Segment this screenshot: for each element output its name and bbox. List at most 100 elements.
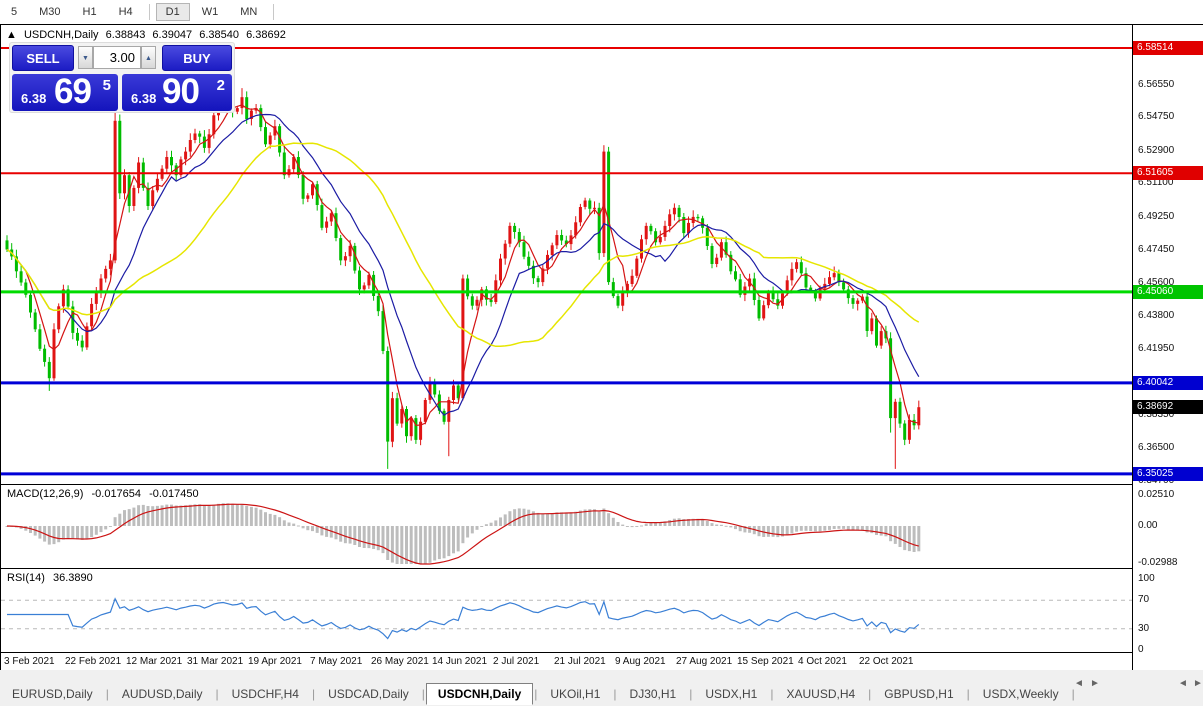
- date-axis-label: 4 Oct 2021: [798, 656, 847, 667]
- date-axis-label: 22 Feb 2021: [65, 656, 122, 667]
- ohlc-low: 6.38540: [199, 29, 239, 41]
- chart-title: ▲ USDCNH,Daily 6.38843 6.39047 6.38540 6…: [6, 29, 290, 41]
- price-chart-pane[interactable]: ▲ USDCNH,Daily 6.38843 6.39047 6.38540 6…: [1, 25, 1132, 484]
- chart-tab-usdchf-h4[interactable]: USDCHF,H4: [231, 686, 299, 701]
- rsi-axis-tick: 100: [1138, 573, 1155, 584]
- tab-separator: |: [868, 686, 872, 701]
- timeframe-button-d1[interactable]: D1: [155, 2, 190, 21]
- macd-main-value: -0.017654: [91, 488, 142, 500]
- timeframe-button-h1[interactable]: H1: [82, 5, 97, 18]
- date-axis-label: 21 Jul 2021: [554, 656, 606, 667]
- price-tag-6.38692: 6.38692: [1133, 400, 1203, 414]
- price-axis-tick: 6.54750: [1138, 111, 1175, 122]
- ma-mid-line: [6, 113, 920, 416]
- bid-price-point: 5: [102, 77, 111, 94]
- candlestick-chart: [1, 47, 1132, 476]
- timeframe-button-mn[interactable]: MN: [240, 5, 258, 18]
- sell-button[interactable]: SELL: [12, 45, 74, 71]
- tab-scroll-left-icon[interactable]: ◄: [1074, 678, 1084, 689]
- timeframe-button-w1[interactable]: W1: [201, 5, 219, 18]
- rsi-label: RSI(14) 36.3890: [7, 572, 98, 584]
- chart-tab-usdcnh-daily[interactable]: USDCNH,Daily: [425, 682, 534, 705]
- chart-tab-usdcad-daily[interactable]: USDCAD,Daily: [328, 686, 409, 701]
- price-tag-6.35025: 6.35025: [1133, 467, 1203, 481]
- rsi-axis-tick: 0: [1138, 644, 1144, 655]
- chart-tab-gbpusd-h1[interactable]: GBPUSD,H1: [884, 686, 954, 701]
- bid-price-box[interactable]: 6.38 69 5: [12, 72, 118, 111]
- price-axis-tick: 6.38350: [1138, 409, 1175, 420]
- ma-fast-line: [6, 104, 919, 427]
- macd-indicator-pane[interactable]: MACD(12,26,9) -0.017654 -0.017450: [1, 484, 1132, 569]
- tab-separator: |: [689, 686, 693, 701]
- tab-separator: |: [966, 686, 970, 701]
- date-axis-label: 26 May 2021: [371, 656, 429, 667]
- one-click-trade-panel: SELL ▼ ▲ BUY 6.38 69 5 6.38 90 2: [9, 42, 235, 113]
- buy-button[interactable]: BUY: [162, 45, 232, 71]
- timeframe-toolbar: 5 M30 H1 H4 D1 W1 MN: [0, 0, 1203, 23]
- rsi-axis-tick: 70: [1138, 594, 1150, 605]
- volume-decrease-button[interactable]: ▼: [78, 46, 93, 69]
- toolbar-separator: [273, 3, 275, 20]
- price-axis-tick: 6.36500: [1138, 442, 1175, 453]
- date-axis-label: 31 Mar 2021: [187, 656, 244, 667]
- tab-separator: |: [1071, 686, 1075, 701]
- rsi-name: RSI(14): [7, 572, 45, 584]
- chart-tabs: EURUSD,Daily | AUDUSD,Daily | USDCHF,H4 | USDC…: [0, 681, 1203, 706]
- date-axis-label: 2 Jul 2021: [493, 656, 540, 667]
- rsi-value: 36.3890: [52, 572, 93, 584]
- date-axis-label: 14 Jun 2021: [432, 656, 488, 667]
- price-tag-6.40042: 6.40042: [1133, 376, 1203, 390]
- ask-price-pips: 90: [162, 72, 200, 111]
- chart-tab-ukoil-h1[interactable]: UKOil,H1: [550, 686, 601, 701]
- chart-tab-audusd-daily[interactable]: AUDUSD,Daily: [121, 686, 203, 701]
- ask-price-point: 2: [216, 77, 225, 94]
- price-axis[interactable]: 6.56550 6.54750 6.52900 6.51100 6.49250 6.474…: [1132, 25, 1203, 670]
- price-tag-6.51605: 6.51605: [1133, 166, 1203, 180]
- rsi-indicator-pane[interactable]: RSI(14) 36.3890: [1, 568, 1132, 653]
- price-axis-tick: 6.52900: [1138, 145, 1175, 156]
- tab-scroll-left2-icon[interactable]: ◄: [1178, 678, 1188, 689]
- macd-signal-value: -0.017450: [149, 488, 199, 500]
- candles-layer: [5, 88, 921, 469]
- chart-tab-dj30-h1[interactable]: DJ30,H1: [629, 686, 677, 701]
- ohlc-high: 6.39047: [152, 29, 193, 41]
- price-axis-tick: 6.47450: [1138, 244, 1175, 255]
- ask-price-major: 6.38: [131, 91, 157, 106]
- price-axis-tick: 6.49250: [1138, 211, 1175, 222]
- tab-scroll-right2-icon[interactable]: ►: [1193, 678, 1203, 689]
- tab-separator: |: [105, 686, 109, 701]
- rsi-line: [7, 597, 920, 640]
- price-axis-tick: 6.56550: [1138, 79, 1175, 90]
- macd-name: MACD(12,26,9): [7, 488, 84, 500]
- chart-symbol: USDCNH,Daily: [23, 29, 99, 41]
- timeframe-button-5[interactable]: 5: [11, 5, 18, 18]
- macd-chart: [5, 503, 921, 565]
- toolbar-separator: [148, 3, 150, 20]
- date-axis-label: 7 May 2021: [310, 656, 363, 667]
- price-tag-6.58514: 6.58514: [1133, 41, 1203, 55]
- date-axis[interactable]: 3 Feb 2021 22 Feb 2021 12 Mar 2021 31 Mar 2…: [1, 652, 1132, 670]
- date-axis-label: 15 Sep 2021: [737, 656, 794, 667]
- chart-tab-usdx-h1[interactable]: USDX,H1: [705, 686, 758, 701]
- chart-tab-bar: EURUSD,Daily | AUDUSD,Daily | USDCHF,H4 | USDC…: [0, 670, 1203, 706]
- macd-signal-line: [6, 503, 919, 565]
- chart-window: ▲ USDCNH,Daily 6.38843 6.39047 6.38540 6…: [0, 24, 1203, 671]
- price-axis-tick: 6.45600: [1138, 277, 1175, 288]
- timeframe-button-m30[interactable]: M30: [39, 5, 61, 18]
- date-axis-label: 9 Aug 2021: [615, 656, 666, 667]
- ask-price-box[interactable]: 6.38 90 2: [122, 72, 232, 111]
- chart-tab-eurusd-daily[interactable]: EURUSD,Daily: [12, 686, 93, 701]
- price-axis-tick: 6.51100: [1138, 177, 1174, 188]
- chart-tab-xauusd-h4[interactable]: XAUUSD,H4: [786, 686, 856, 701]
- chart-tab-usdx-weekly[interactable]: USDX,Weekly: [982, 686, 1059, 701]
- ma-slow-line: [6, 142, 920, 348]
- tab-separator: |: [770, 686, 774, 701]
- macd-axis-tick: -0.02988: [1138, 557, 1178, 568]
- volume-input[interactable]: [93, 46, 141, 69]
- tab-scroll-right-icon[interactable]: ►: [1090, 678, 1100, 689]
- tab-separator: |: [311, 686, 316, 701]
- timeframe-button-h4[interactable]: H4: [118, 5, 133, 18]
- volume-increase-button[interactable]: ▲: [141, 46, 156, 69]
- collapse-arrow-icon[interactable]: ▲: [6, 29, 17, 41]
